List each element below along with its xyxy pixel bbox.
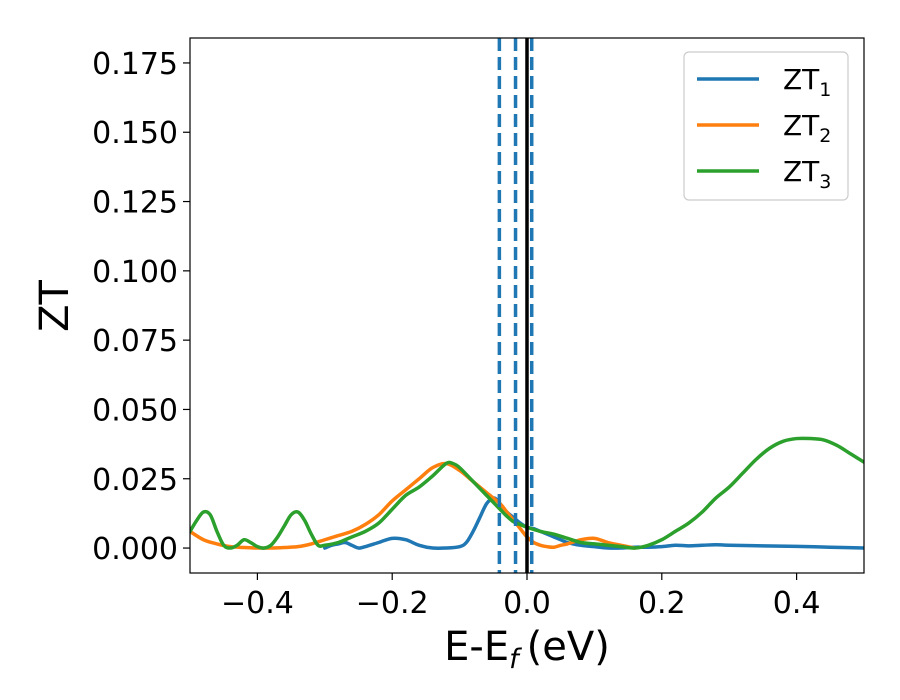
y-tick-label: 0.175: [92, 47, 178, 82]
y-tick-label: 0.025: [92, 463, 178, 498]
legend-label-zt3: ZT3: [783, 155, 831, 193]
y-tick-label: 0.050: [92, 393, 178, 428]
legend: ZT1 ZT2 ZT3: [683, 51, 849, 201]
y-tick-label: 0.000: [92, 532, 178, 567]
x-tick-label: 0.0: [503, 586, 551, 621]
y-axis-label: ZT: [32, 280, 78, 332]
legend-label-zt2: ZT2: [783, 109, 831, 147]
y-tick-label: 0.125: [92, 186, 178, 221]
series-line-zt1: [323, 496, 864, 551]
x-tick-label: 0.2: [638, 586, 686, 621]
x-tick-label: −0.4: [221, 586, 294, 621]
x-tick-label: −0.2: [356, 586, 429, 621]
y-tick-label: 0.075: [92, 324, 178, 359]
x-axis: −0.4 −0.2 0.0 0.2 0.4: [221, 573, 820, 621]
legend-frame: [683, 51, 849, 201]
vertical-lines-layer: [497, 38, 534, 573]
legend-label-zt1: ZT1: [783, 63, 831, 101]
series-layer: [190, 436, 864, 551]
y-axis: 0.000 0.025 0.050 0.075 0.100 0.125 0.150 0.175: [92, 47, 190, 567]
x-axis-label: E-Ef (eV): [444, 624, 610, 675]
series-line-zt2: [190, 461, 637, 550]
series-line-zt3: [190, 436, 864, 550]
y-tick-label: 0.150: [92, 116, 178, 151]
y-tick-label: 0.100: [92, 255, 178, 290]
x-tick-label: 0.4: [773, 586, 821, 621]
